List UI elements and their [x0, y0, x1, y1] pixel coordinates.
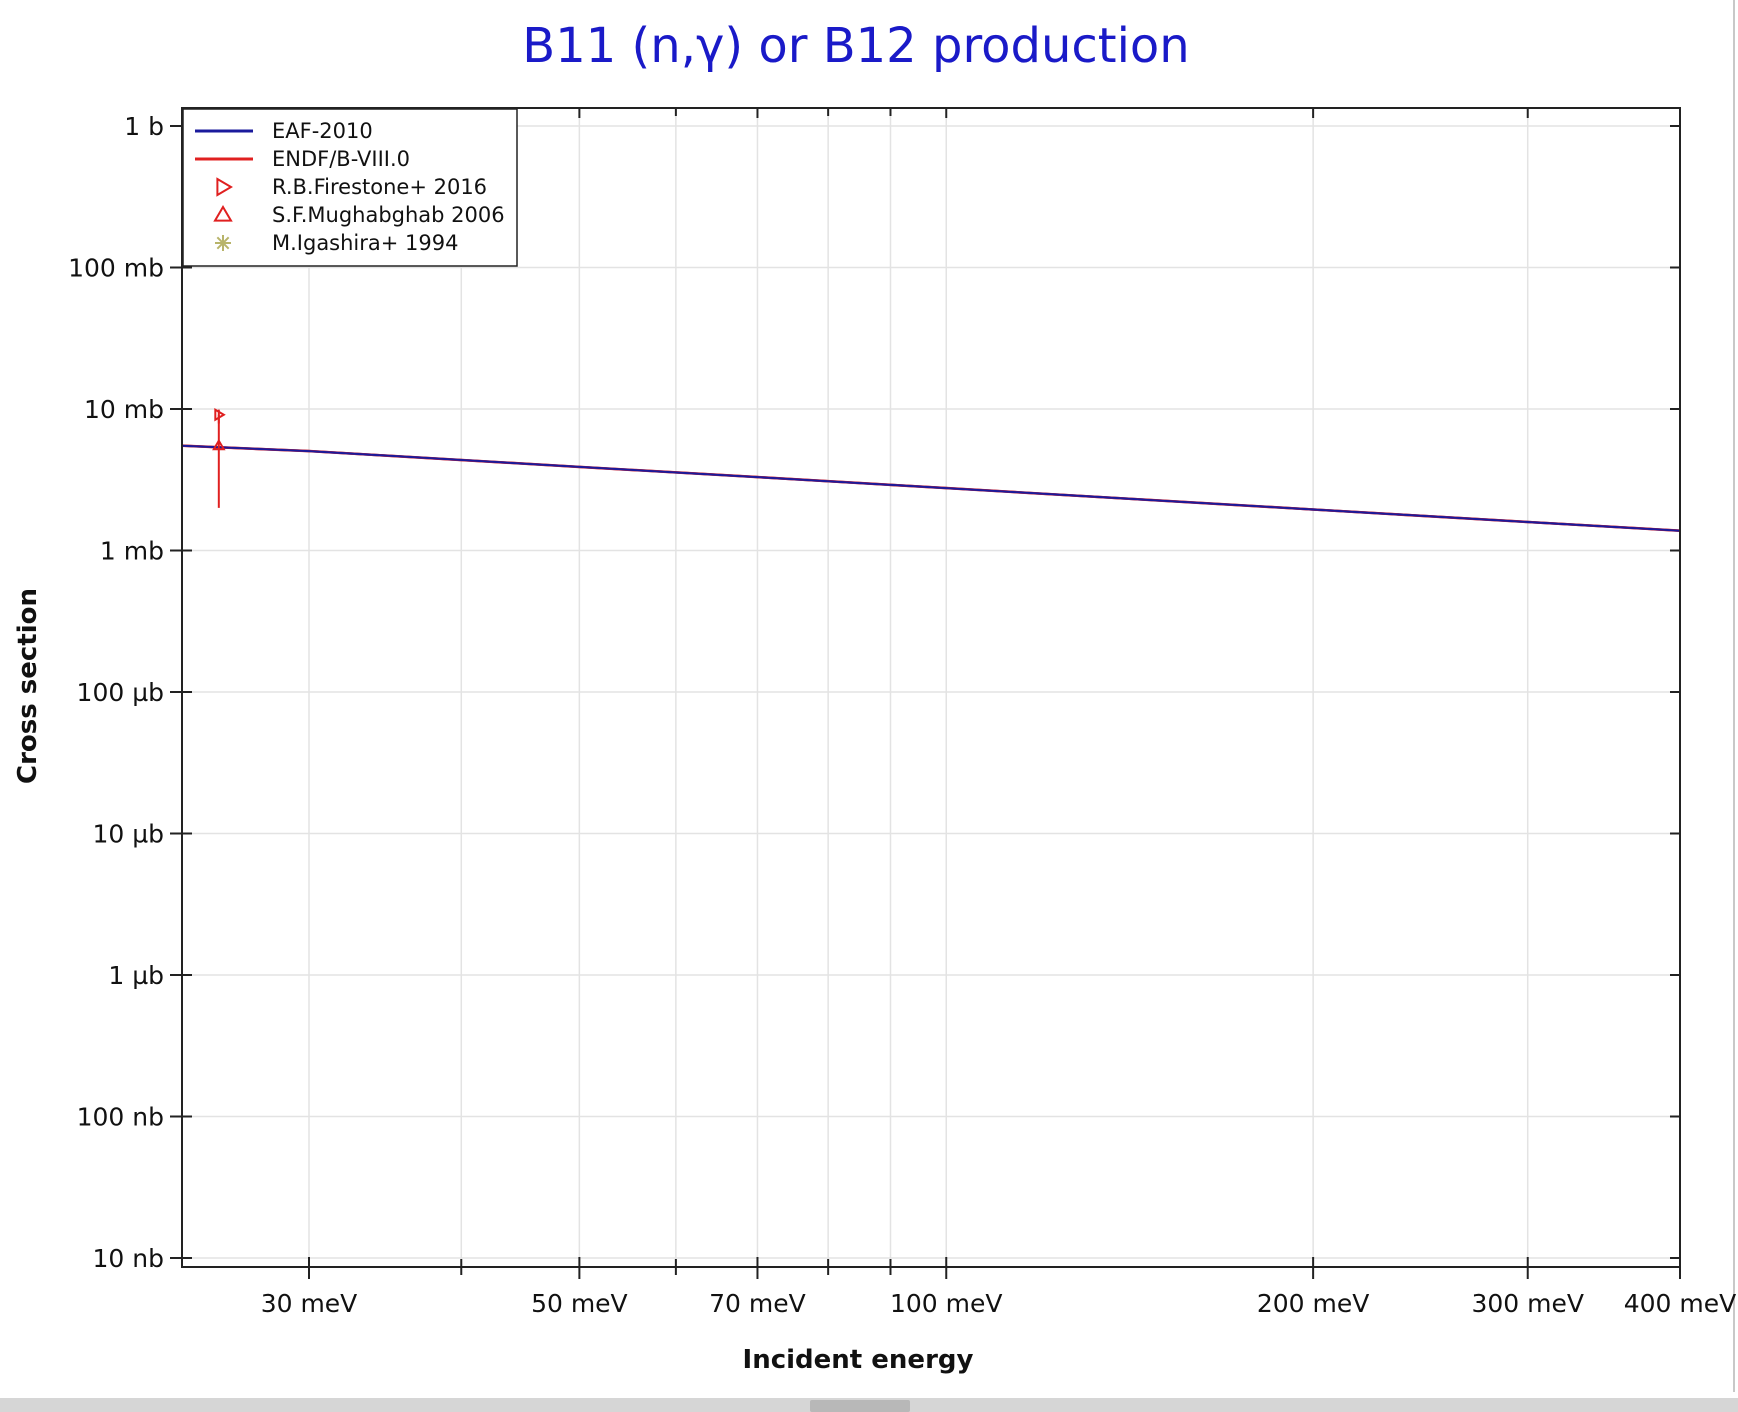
plot-background [182, 108, 1680, 1267]
asterisk-stroke [216, 236, 230, 250]
legend-label: ENDF/B-VIII.0 [272, 147, 410, 171]
legend-label: EAF-2010 [272, 119, 373, 143]
y-tick-label: 10 mb [84, 395, 164, 424]
x-tick-label: 400 meV [1624, 1289, 1737, 1318]
legend-box [182, 108, 518, 267]
y-axis-title: Cross section [13, 588, 43, 784]
legend-label: R.B.Firestone+ 2016 [272, 175, 487, 199]
axes: 1 b 100 mb 10 mb 1 mb 100 µb 10 µb 1 µb 100 nb 1… [68, 107, 1737, 1318]
y-tick-label: 10 nb [93, 1244, 164, 1273]
y-tick-label: 1 mb [100, 537, 164, 566]
y-tick-label: 10 µb [92, 820, 164, 849]
marker-triangle-up [213, 205, 233, 222]
legend-label: M.Igashira+ 1994 [272, 231, 459, 255]
marker-asterisk [215, 235, 231, 251]
plot-frame [181, 107, 1681, 1268]
legend: EAF-2010 ENDF/B-VIII.0 R.B.Firestone+ 2016… [182, 108, 518, 267]
x-tick-label: 70 meV [709, 1289, 806, 1318]
y-tick-label: 100 nb [77, 1103, 164, 1132]
y-tick-label: 100 mb [68, 254, 164, 283]
x-axis-title: Incident energy [743, 1345, 974, 1375]
y-tick-label: 1 µb [108, 961, 164, 990]
x-tick-label: 50 meV [531, 1289, 628, 1318]
x-tick-label: 30 meV [261, 1289, 358, 1318]
y-tick-label: 1 b [124, 112, 164, 141]
marker-triangle-up [212, 438, 226, 451]
marker-triangle-right [216, 177, 233, 197]
scrollbar-thumb[interactable] [810, 1400, 910, 1412]
x-tick-label: 300 meV [1471, 1289, 1584, 1318]
chart-title: B11 (n,γ) or B12 production [522, 18, 1189, 74]
y-tick-label: 100 µb [77, 678, 164, 707]
series-line-eaf-2010 [181, 444, 1681, 532]
grid [182, 108, 1680, 1267]
x-tick-label: 200 meV [1257, 1289, 1370, 1318]
legend-label: S.F.Mughabghab 2006 [272, 203, 505, 227]
plot-area [181, 408, 1681, 532]
x-tick-label: 100 meV [890, 1289, 1003, 1318]
